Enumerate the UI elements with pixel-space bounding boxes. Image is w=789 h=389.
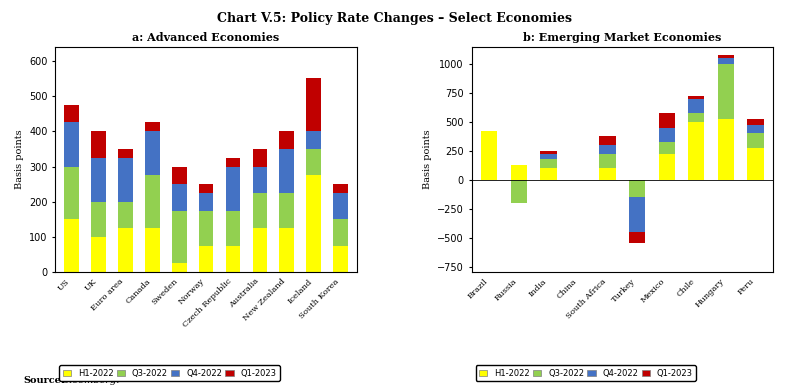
Text: Source:: Source: (24, 376, 65, 385)
Bar (252, 149, 267, 166)
Bar (629, 232, 645, 244)
Bar (747, 148, 764, 180)
Y-axis label: Basis points: Basis points (423, 130, 432, 189)
Bar (510, 180, 527, 203)
Bar (481, 131, 497, 180)
Bar (252, 166, 267, 193)
Bar (172, 166, 186, 184)
Bar (688, 99, 705, 113)
Bar (540, 154, 556, 159)
Bar (688, 122, 705, 180)
Bar (145, 175, 159, 228)
Bar (279, 131, 294, 149)
Bar (64, 123, 79, 166)
Bar (199, 246, 214, 272)
Bar (629, 197, 645, 232)
Bar (600, 145, 615, 154)
Bar (306, 149, 321, 175)
Bar (333, 184, 348, 193)
Bar (199, 193, 214, 210)
Bar (718, 64, 734, 119)
Bar (91, 158, 106, 202)
Bar (64, 166, 79, 219)
Bar (659, 154, 675, 180)
Bar (747, 119, 764, 125)
Title: b: Emerging Market Economies: b: Emerging Market Economies (523, 32, 722, 43)
Bar (333, 193, 348, 219)
Bar (145, 228, 159, 272)
Bar (718, 119, 734, 180)
Bar (226, 166, 241, 210)
Bar (540, 151, 556, 154)
Bar (91, 202, 106, 237)
Bar (172, 184, 186, 210)
Bar (118, 149, 133, 158)
Title: a: Advanced Economies: a: Advanced Economies (133, 32, 279, 43)
Legend: H1-2022, Q3-2022, Q4-2022, Q1-2023: H1-2022, Q3-2022, Q4-2022, Q1-2023 (59, 365, 279, 381)
Legend: H1-2022, Q3-2022, Q4-2022, Q1-2023: H1-2022, Q3-2022, Q4-2022, Q1-2023 (476, 365, 696, 381)
Text: Bloomberg.: Bloomberg. (59, 376, 120, 385)
Bar (252, 228, 267, 272)
Bar (600, 154, 615, 168)
Bar (333, 246, 348, 272)
Bar (279, 228, 294, 272)
Bar (64, 105, 79, 123)
Bar (659, 142, 675, 154)
Bar (510, 165, 527, 180)
Bar (279, 149, 294, 193)
Bar (145, 131, 159, 175)
Bar (688, 96, 705, 99)
Bar (226, 246, 241, 272)
Bar (118, 158, 133, 202)
Bar (540, 159, 556, 168)
Bar (118, 228, 133, 272)
Bar (718, 55, 734, 58)
Text: Chart V.5: Policy Rate Changes – Select Economies: Chart V.5: Policy Rate Changes – Select … (217, 12, 572, 25)
Bar (279, 193, 294, 228)
Bar (252, 193, 267, 228)
Bar (306, 79, 321, 131)
Bar (659, 113, 675, 128)
Bar (306, 175, 321, 272)
Bar (688, 113, 705, 122)
Bar (118, 202, 133, 228)
Bar (540, 168, 556, 180)
Bar (659, 128, 675, 142)
Bar (306, 131, 321, 149)
Bar (718, 58, 734, 64)
Bar (600, 137, 615, 145)
Bar (199, 210, 214, 246)
Bar (172, 210, 186, 263)
Bar (172, 263, 186, 272)
Bar (629, 180, 645, 197)
Bar (333, 219, 348, 246)
Bar (747, 133, 764, 148)
Y-axis label: Basis points: Basis points (14, 130, 24, 189)
Bar (600, 168, 615, 180)
Bar (199, 184, 214, 193)
Bar (64, 219, 79, 272)
Bar (145, 123, 159, 131)
Bar (226, 210, 241, 246)
Bar (226, 158, 241, 166)
Bar (91, 131, 106, 158)
Bar (747, 125, 764, 133)
Bar (91, 237, 106, 272)
